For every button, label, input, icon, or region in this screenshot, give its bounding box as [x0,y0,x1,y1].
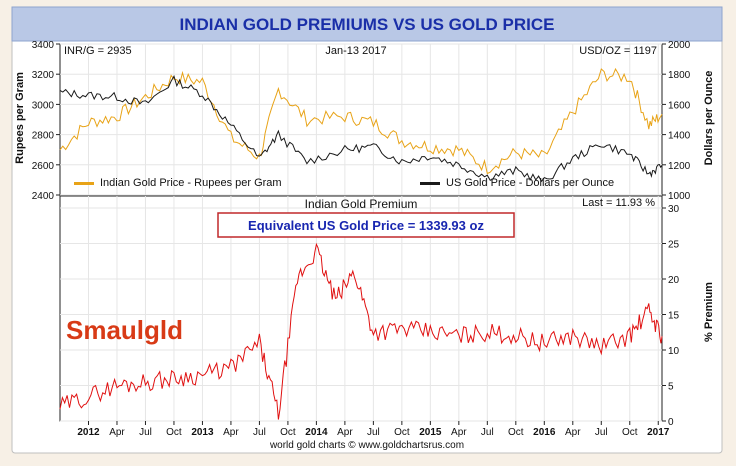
x-tick-label: Apr [223,427,239,438]
x-tick-label: 2014 [305,427,328,438]
premium-tick-label: 15 [668,311,680,322]
x-tick-label: 2013 [191,427,214,438]
left-tick-label: 3200 [32,70,55,81]
top-right-axis: 2000 1800 1600 1400 1200 1000 [662,40,691,202]
left-tick-label: 2400 [32,191,55,202]
rupees-axis-title: Rupees per Gram [14,72,26,164]
right-tick-label: 1800 [668,70,691,81]
premium-tick-label: 5 [668,382,674,393]
legend: Indian Gold Price - Rupees per Gram US G… [74,177,614,189]
x-tick-label: Apr [109,427,125,438]
usd-readout: USD/OZ = 1197 [579,45,657,57]
chart-title: INDIAN GOLD PREMIUMS VS US GOLD PRICE [180,15,555,34]
top-left-axis: 3400 3200 3000 2800 2600 2400 [32,40,60,202]
right-tick-label: 1600 [668,100,691,111]
left-tick-label: 2600 [32,161,55,172]
top-grid [60,43,662,196]
premium-tick-label: 30 [668,204,680,215]
premium-line [59,242,663,420]
right-tick-label: 1400 [668,131,691,142]
indian-price-line [59,67,663,175]
top-series [59,67,663,183]
premium-axis-title: % Premium [703,282,715,342]
x-tick-label: 2016 [533,427,556,438]
x-tick-label: Oct [166,427,182,438]
dollars-axis-title: Dollars per Ounce [703,71,715,166]
x-tick-label: 2017 [647,427,670,438]
footer-credit: world gold charts © www.goldchartsrus.co… [269,440,464,451]
x-tick-label: Jul [481,427,494,438]
inr-readout: INR/G = 2935 [64,45,132,57]
right-tick-label: 1000 [668,191,691,202]
right-tick-label: 2000 [668,40,691,51]
us-price-line [59,74,663,183]
premium-axis: 30 25 20 15 10 5 0 [662,204,680,428]
x-tick-label: Apr [565,427,581,438]
x-tick-label: 2012 [77,427,100,438]
legend-swatch-indian [74,182,94,185]
title-banner [11,6,723,42]
premium-tick-label: 10 [668,346,680,357]
equivalent-price-callout-box [217,212,515,238]
x-tick-label: Apr [451,427,467,438]
legend-swatch-us [420,182,440,185]
last-readout: Last = 11.93 % [582,197,655,209]
x-tick-label: Oct [280,427,296,438]
premium-tick-label: 0 [668,417,674,428]
left-tick-label: 2800 [32,131,55,142]
premium-series [59,242,663,420]
logo-text: Smaulgld [66,315,183,345]
premium-tick-label: 20 [668,275,680,286]
left-tick-label: 3000 [32,100,55,111]
x-tick-label: Jul [139,427,152,438]
smaulgld-logo: Smaulgld [66,315,183,345]
x-tick-label: Jul [367,427,380,438]
premium-tick-label: 25 [668,240,680,251]
equivalent-price-callout: Equivalent US Gold Price = 1339.93 oz [248,218,484,233]
x-tick-label: Oct [394,427,410,438]
x-tick-label: Oct [622,427,638,438]
right-tick-label: 1200 [668,161,691,172]
x-axis: 2012 Apr Jul Oct 2013 Apr Jul Oct 2014 Apr Jul Oct 2… [77,421,670,438]
x-tick-label: 2015 [419,427,442,438]
legend-label-indian: Indian Gold Price - Rupees per Gram [100,177,282,189]
premium-panel-title: Indian Gold Premium [305,197,418,211]
x-tick-label: Jul [595,427,608,438]
x-tick-label: Oct [508,427,524,438]
bottom-grid [60,196,662,422]
left-tick-label: 3400 [32,40,55,51]
legend-label-us: US Gold Price - Dollars per Ounce [446,177,614,189]
date-readout: Jan-13 2017 [325,45,386,57]
x-tick-label: Apr [337,427,353,438]
x-tick-label: Jul [253,427,266,438]
